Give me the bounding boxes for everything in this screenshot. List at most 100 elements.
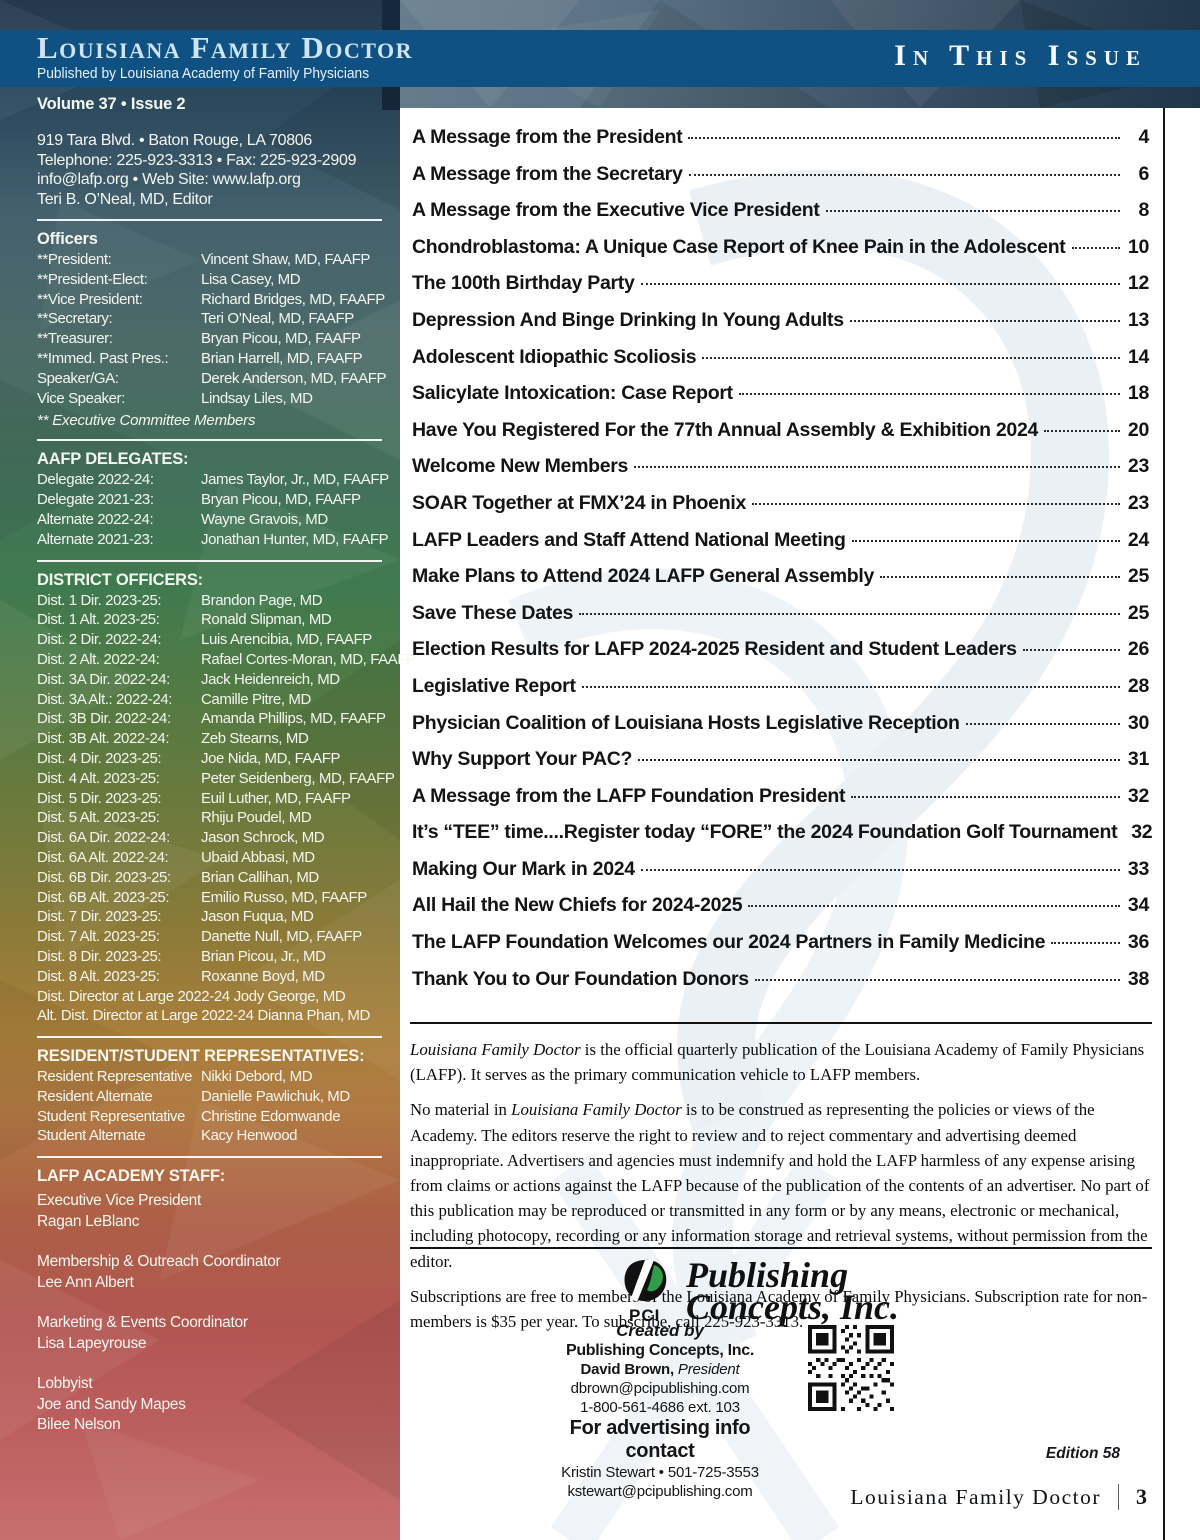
district-name: Zeb Stearns, MD [201, 730, 309, 748]
toc-entry-title: Make Plans to Attend 2024 LAFP General A… [412, 565, 875, 588]
staff-role: Executive Vice President [37, 1192, 201, 1210]
district-role: Dist. 3B Dir. 2022-24: [37, 710, 171, 728]
toc-entry-title: Physician Coalition of Louisiana Hosts L… [412, 711, 960, 734]
officer-role: Vice Speaker: [37, 389, 125, 407]
representative-role: Resident Alternate [37, 1087, 153, 1105]
delegate-name: Bryan Picou, MD, FAAFP [201, 491, 361, 509]
district-name: Amanda Phillips, MD, FAAFP [201, 710, 386, 728]
toc-entry-page: 30 [1127, 711, 1149, 734]
district-name: Brian Picou, Jr., MD [201, 947, 326, 965]
aafp-delegates-section: AAFP DELEGATES: Delegate 2022-24: James … [37, 449, 392, 549]
district-name: Luis Arencibia, MD, FAAFP [201, 631, 372, 649]
footer-divider [1118, 1484, 1119, 1510]
representative-row: Resident Alternate Danielle Pawlichuk, M… [37, 1087, 392, 1107]
officer-row: **Secretary: Teri O’Neal, MD, FAAFP [37, 309, 392, 329]
toc-entry-page: 4 [1138, 126, 1149, 148]
toc-entry-page: 6 [1138, 162, 1149, 185]
district-role: Dist. 6B Alt. 2023-25: [37, 888, 170, 906]
footer-journal-title: Louisiana Family Doctor [850, 1484, 1101, 1509]
toc-entry: A Message from the Secretary 6 [412, 163, 1149, 200]
delegate-name: James Taylor, Jr., MD, FAAFP [201, 471, 389, 489]
officer-role: **President: [37, 251, 112, 268]
district-name: Jason Schrock, MD [201, 829, 325, 847]
district-officer-row: Dist. 6B Dir. 2023-25: Brian Callihan, M… [37, 868, 392, 888]
ad-email: kstewart@pcipublishing.com [567, 1483, 753, 1500]
dot-leader [638, 759, 1120, 762]
officer-name: Derek Anderson, MD, FAAFP [201, 369, 387, 387]
staff-names: Ragan LeBlanc [37, 1212, 140, 1230]
district-officers-section: DISTRICT OFFICERS: Dist. 1 Dir. 2023-25:… [37, 570, 416, 1027]
toc-entry: Depression And Binge Drinking In Young A… [412, 309, 1149, 346]
district-name: Dianna Phan, MD [257, 1007, 371, 1025]
edition-label: Edition 58 [1045, 1445, 1120, 1462]
district-officer-row: Dist. 3A Dir. 2022-24: Jack Heidenreich,… [37, 670, 392, 690]
toc-entry-page: 8 [1138, 199, 1149, 222]
toc-entry-title: LAFP Leaders and Staff Attend National M… [412, 528, 846, 551]
officers-section: Officers **President: Vincent Shaw, MD, … [37, 229, 392, 429]
officer-name: Teri O’Neal, MD, FAAFP [201, 310, 354, 328]
pci-logo-mark-icon: PCI [624, 1259, 667, 1325]
officer-name: Lisa Casey, MD [201, 270, 301, 288]
toc-entry-title: Salicylate Intoxication: Case Report [412, 382, 733, 405]
toc-entry: A Message from the Executive Vice Presid… [412, 199, 1149, 236]
pci-logo: PCI Publishing Concepts, Inc. [622, 1257, 899, 1325]
academy-staff-heading: LAFP ACADEMY STAFF: [37, 1167, 226, 1186]
officer-row: Vice Speaker: Lindsay Liles, MD [37, 389, 392, 409]
representative-row: Student Alternate Kacy Henwood [37, 1126, 392, 1146]
publication-subtitle: Published by Louisiana Academy of Family… [37, 65, 370, 82]
district-officer-row: Dist. 3B Alt. 2022-24: Zeb Stearns, MD [37, 729, 392, 749]
district-role: Dist. 3B Alt. 2022-24: [37, 730, 170, 748]
resident-student-section: RESIDENT/STUDENT REPRESENTATIVES: Reside… [37, 1046, 392, 1146]
district-name: Brandon Page, MD [201, 591, 323, 609]
academy-staff-section: LAFP ACADEMY STAFF: Executive Vice Presi… [37, 1166, 392, 1436]
officer-role: **Treasurer: [37, 330, 113, 348]
pci-wordmark: Publishing Concepts, Inc. [686, 1257, 899, 1325]
toc-entry-title: Thank You to Our Foundation Donors [412, 967, 749, 990]
page-footer: Louisiana Family Doctor 3 [850, 1484, 1147, 1510]
toc-entry: Physician Coalition of Louisiana Hosts L… [412, 712, 1149, 749]
toc-entry-page: 25 [1127, 601, 1149, 624]
qr-code [808, 1325, 894, 1411]
toc-entry-title: SOAR Together at FMX’24 in Phoenix [412, 491, 746, 514]
staff-role: Marketing & Events Coordinator [37, 1314, 248, 1332]
delegate-role: Alternate 2021-23: [37, 530, 154, 548]
district-name: Rafael Cortes-Moran, MD, FAAFP [201, 650, 416, 668]
dot-leader [581, 685, 1120, 688]
toc-entry: Adolescent Idiopathic Scoliosis 14 [412, 346, 1149, 383]
representative-row: Resident Representative Nikki Debord, MD [37, 1067, 392, 1087]
dot-leader [754, 978, 1120, 981]
toc-entry-page: 34 [1127, 894, 1149, 917]
delegate-row: Delegate 2021-23: Bryan Picou, MD, FAAFP [37, 490, 392, 510]
main-content: A Message from the President 4 A Message… [400, 108, 1200, 1540]
toc-entry-title: The LAFP Foundation Welcomes our 2024 Pa… [412, 931, 1046, 954]
representative-role: Student Representative [37, 1107, 185, 1125]
title-band: Louisiana Family Doctor Published by Lou… [0, 30, 1200, 87]
email-web-line: info@lafp.org • Web Site: www.lafp.org [37, 171, 301, 188]
district-role: Dist. 6A Dir. 2022-24: [37, 829, 170, 847]
district-role: Dist. 7 Alt. 2023-25: [37, 928, 160, 946]
district-name: Emilio Russo, MD, FAAFP [201, 888, 367, 906]
officer-name: Vincent Shaw, MD, FAAFP [201, 251, 370, 268]
district-role: Dist. 8 Alt. 2023-25: [37, 967, 160, 985]
district-role: Dist. 2 Alt. 2022-24: [37, 650, 160, 668]
delegate-role: Delegate 2022-24: [37, 471, 154, 489]
officer-row: **Immed. Past Pres.: Brian Harrell, MD, … [37, 349, 392, 369]
staff-role: Lobbyist [37, 1375, 93, 1393]
officer-role: Speaker/GA: [37, 369, 119, 387]
toc-entry: Chondroblastoma: A Unique Case Report of… [412, 236, 1149, 273]
district-name: Ubaid Abbasi, MD [201, 848, 315, 866]
officer-name: Bryan Picou, MD, FAAFP [201, 330, 361, 348]
created-by-block: Created by Publishing Concepts, Inc. Dav… [480, 1321, 840, 1501]
district-officer-row: Dist. 7 Dir. 2023-25: Jason Fuqua, MD [37, 907, 392, 927]
created-by-label: Created by [616, 1321, 704, 1340]
toc-entry-page: 14 [1127, 345, 1149, 368]
dot-leader [1044, 429, 1120, 432]
toc-entry-page: 12 [1127, 272, 1149, 295]
toc-entry: A Message from the LAFP Foundation Presi… [412, 785, 1149, 822]
dot-leader [748, 905, 1120, 908]
district-role: Dist. 1 Dir. 2023-25: [37, 591, 162, 609]
district-role: Dist. 2 Dir. 2022-24: [37, 631, 162, 649]
table-of-contents: A Message from the President 4 A Message… [412, 126, 1153, 1004]
page-number: 3 [1136, 1484, 1147, 1509]
